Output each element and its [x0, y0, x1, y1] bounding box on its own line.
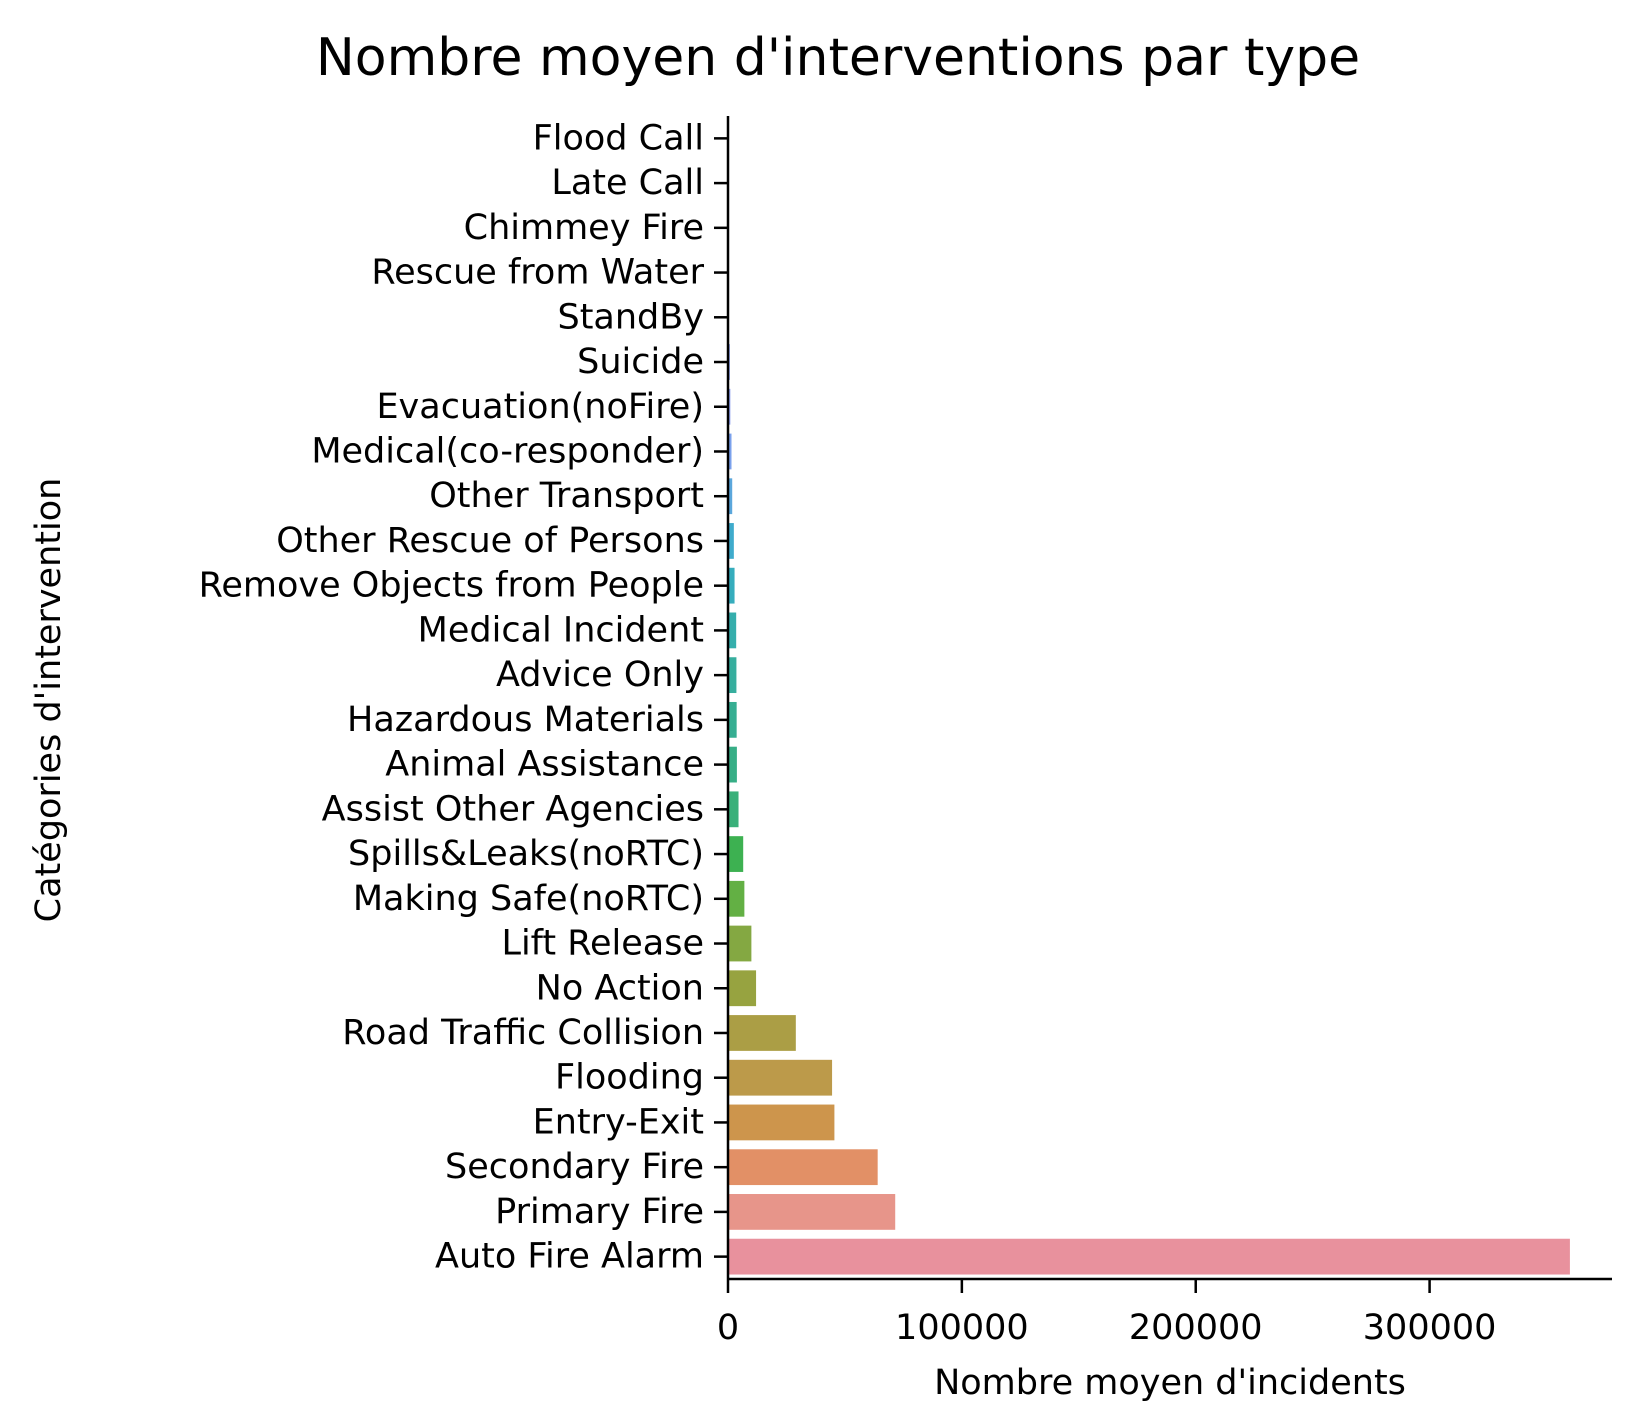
- bar-other-rescue-of-persons: [728, 523, 734, 559]
- bar-medical-incident: [728, 612, 737, 649]
- y-tick-label-entry-exit: Entry-Exit: [533, 1102, 704, 1142]
- y-tick-label-other-transport: Other Transport: [429, 476, 704, 516]
- bar-lift-release: [728, 925, 752, 962]
- bar-advice-only: [728, 657, 737, 694]
- bar-secondary-fire: [728, 1149, 878, 1186]
- y-tick-label-chimmey-fire: Chimmey Fire: [464, 208, 704, 248]
- bar-entry-exit: [728, 1104, 835, 1141]
- bar-auto-fire-alarm: [728, 1238, 1570, 1275]
- bar-remove-objects-from-people: [728, 567, 735, 604]
- x-tick-label: 0: [717, 1308, 739, 1348]
- y-tick-label-flooding: Flooding: [555, 1058, 704, 1098]
- x-tick-label: 200000: [1129, 1308, 1263, 1348]
- y-tick-label-suicide: Suicide: [577, 342, 704, 382]
- bar-hazardous-materials: [728, 701, 737, 738]
- bar-road-traffic-collision: [728, 1015, 796, 1051]
- bar-primary-fire: [728, 1194, 896, 1230]
- bar-flooding: [728, 1059, 833, 1096]
- y-tick-label-flood-call: Flood Call: [533, 118, 704, 158]
- y-tick-label-late-call: Late Call: [551, 163, 704, 203]
- y-tick-label-rescue-from-water: Rescue from Water: [371, 253, 704, 293]
- y-tick-label-hazardous-materials: Hazardous Materials: [347, 700, 704, 740]
- y-tick-label-animal-assistance: Animal Assistance: [385, 745, 704, 785]
- bar-spills-leaks-nortc: [728, 836, 744, 872]
- bar-making-safe-nortc: [728, 880, 745, 917]
- y-tick-label-remove-objects-from-people: Remove Objects from People: [199, 566, 704, 606]
- y-tick-labels: Flood Call Late Call Chimmey Fire Rescue fr…: [199, 118, 728, 1277]
- x-axis-label: Nombre moyen d'incidents: [934, 1363, 1406, 1403]
- y-tick-label-medical-incident: Medical Incident: [418, 610, 704, 650]
- bars-group: [728, 120, 1570, 1275]
- bar-assist-other-agencies: [728, 791, 739, 828]
- y-tick-label-no-action: No Action: [536, 968, 704, 1008]
- y-tick-label-spills-leaks-nortc: Spills&Leaks(noRTC): [348, 834, 704, 874]
- y-tick-label-evacuation-nofire: Evacuation(noFire): [376, 387, 704, 427]
- y-tick-label-primary-fire: Primary Fire: [495, 1192, 704, 1232]
- y-tick-label-advice-only: Advice Only: [496, 655, 704, 695]
- x-ticks: 0 100000 200000 300000: [717, 1279, 1497, 1348]
- y-tick-label-auto-fire-alarm: Auto Fire Alarm: [435, 1237, 704, 1277]
- y-axis-label: Catégories d'intervention: [29, 478, 69, 923]
- y-tick-label-other-rescue-of-persons: Other Rescue of Persons: [276, 521, 704, 561]
- bar-other-transport: [728, 478, 733, 515]
- bar-medical-co-responder: [728, 433, 732, 470]
- chart-title: Nombre moyen d'interventions par type: [316, 28, 1360, 88]
- y-tick-label-lift-release: Lift Release: [501, 924, 704, 964]
- x-tick-label: 100000: [895, 1308, 1029, 1348]
- y-tick-label-assist-other-agencies: Assist Other Agencies: [322, 789, 704, 829]
- bar-no-action: [728, 970, 757, 1007]
- y-tick-label-making-safe-nortc: Making Safe(noRTC): [353, 879, 704, 919]
- x-tick-label: 300000: [1363, 1308, 1497, 1348]
- y-tick-label-road-traffic-collision: Road Traffic Collision: [342, 1013, 704, 1053]
- y-tick-label-medical-co-responder: Medical(co-responder): [311, 431, 704, 471]
- y-tick-label-secondary-fire: Secondary Fire: [445, 1147, 704, 1187]
- y-tick-label-standby: StandBy: [557, 297, 704, 337]
- bar-animal-assistance: [728, 746, 737, 783]
